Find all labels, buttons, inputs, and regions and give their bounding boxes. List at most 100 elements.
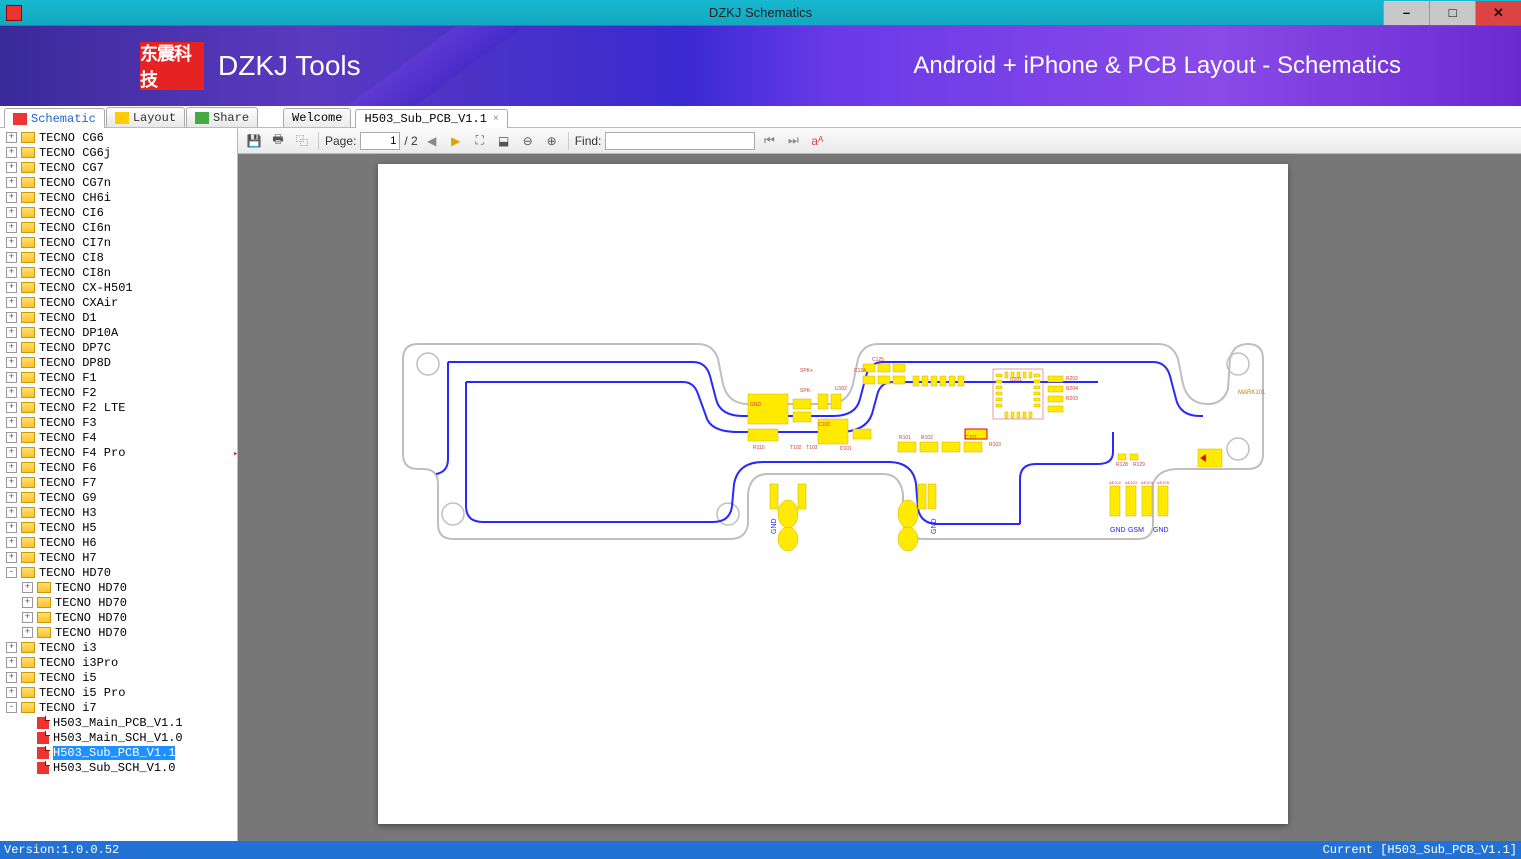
tree-folder[interactable]: +TECNO HD70 bbox=[0, 610, 237, 625]
tree-folder[interactable]: +TECNO F7 bbox=[0, 475, 237, 490]
tree-folder[interactable]: +TECNO F4 Pro bbox=[0, 445, 237, 460]
expander-icon[interactable]: + bbox=[6, 267, 17, 278]
expander-icon[interactable]: + bbox=[6, 372, 17, 383]
tree-folder[interactable]: +TECNO DP10A bbox=[0, 325, 237, 340]
expander-icon[interactable]: + bbox=[6, 432, 17, 443]
tree-file[interactable]: H503_Main_PCB_V1.1 bbox=[0, 715, 237, 730]
mode-tab-share[interactable]: Share bbox=[186, 107, 258, 127]
close-tab-icon[interactable]: × bbox=[493, 114, 499, 125]
expander-icon[interactable]: - bbox=[6, 567, 17, 578]
tree-folder[interactable]: +TECNO CH6i bbox=[0, 190, 237, 205]
page-prev-icon[interactable]: ◀ bbox=[422, 131, 442, 151]
find-prev-icon[interactable]: ⏮ bbox=[759, 131, 779, 151]
tree-folder[interactable]: +TECNO F2 LTE bbox=[0, 400, 237, 415]
expander-icon[interactable]: + bbox=[6, 237, 17, 248]
find-input[interactable] bbox=[605, 132, 755, 150]
expander-icon[interactable]: + bbox=[6, 537, 17, 548]
minimize-button[interactable]: – bbox=[1383, 1, 1429, 25]
close-button[interactable]: ✕ bbox=[1475, 1, 1521, 25]
expander-icon[interactable]: + bbox=[22, 627, 33, 638]
tree-folder[interactable]: +TECNO H3 bbox=[0, 505, 237, 520]
maximize-button[interactable]: □ bbox=[1429, 1, 1475, 25]
tree-folder[interactable]: +TECNO i3Pro bbox=[0, 655, 237, 670]
tree-folder[interactable]: +TECNO H5 bbox=[0, 520, 237, 535]
text-style-icon[interactable]: aᴬ bbox=[807, 131, 827, 151]
page-next-icon[interactable]: ▶ bbox=[446, 131, 466, 151]
expander-icon[interactable]: + bbox=[6, 312, 17, 323]
expander-icon[interactable]: + bbox=[6, 687, 17, 698]
copy-icon[interactable]: ⿻ bbox=[292, 131, 312, 151]
sidebar[interactable]: +TECNO CG6+TECNO CG6j+TECNO CG7+TECNO CG… bbox=[0, 128, 238, 841]
tree-folder[interactable]: +TECNO CXAir bbox=[0, 295, 237, 310]
doc-tab[interactable]: Welcome bbox=[283, 108, 351, 127]
expander-icon[interactable]: + bbox=[6, 357, 17, 368]
expander-icon[interactable]: + bbox=[6, 252, 17, 263]
tree-folder[interactable]: +TECNO DP7C bbox=[0, 340, 237, 355]
tree-folder[interactable]: +TECNO i3 bbox=[0, 640, 237, 655]
expander-icon[interactable]: + bbox=[6, 672, 17, 683]
mode-tab-schematic[interactable]: Schematic bbox=[4, 108, 105, 128]
page-input[interactable] bbox=[360, 132, 400, 150]
tree-folder[interactable]: +TECNO H6 bbox=[0, 535, 237, 550]
tree-folder[interactable]: +TECNO DP8D bbox=[0, 355, 237, 370]
splitter-handle[interactable] bbox=[234, 449, 238, 457]
expander-icon[interactable]: + bbox=[6, 297, 17, 308]
expander-icon[interactable]: + bbox=[6, 177, 17, 188]
expander-icon[interactable]: + bbox=[6, 147, 17, 158]
expander-icon[interactable]: - bbox=[6, 702, 17, 713]
tree-folder[interactable]: +TECNO CG6j bbox=[0, 145, 237, 160]
tree-folder[interactable]: +TECNO F4 bbox=[0, 430, 237, 445]
expander-icon[interactable]: + bbox=[6, 282, 17, 293]
tree-folder[interactable]: +TECNO F3 bbox=[0, 415, 237, 430]
pdf-canvas[interactable]: GND GND GND GSM GND MARK101 SPK+SPK- GND… bbox=[238, 154, 1521, 841]
expander-icon[interactable]: + bbox=[6, 222, 17, 233]
expander-icon[interactable]: + bbox=[6, 552, 17, 563]
tree-folder[interactable]: +TECNO i5 bbox=[0, 670, 237, 685]
expander-icon[interactable]: + bbox=[6, 342, 17, 353]
tree-folder[interactable]: +TECNO HD70 bbox=[0, 580, 237, 595]
find-next-icon[interactable]: ⏭ bbox=[783, 131, 803, 151]
doc-tab[interactable]: H503_Sub_PCB_V1.1× bbox=[355, 109, 507, 128]
tree-folder[interactable]: +TECNO i5 Pro bbox=[0, 685, 237, 700]
tree-folder[interactable]: +TECNO CX-H501 bbox=[0, 280, 237, 295]
expander-icon[interactable]: + bbox=[6, 477, 17, 488]
expander-icon[interactable]: + bbox=[22, 582, 33, 593]
expander-icon[interactable]: + bbox=[6, 507, 17, 518]
expander-icon[interactable]: + bbox=[6, 402, 17, 413]
tree-folder[interactable]: +TECNO F2 bbox=[0, 385, 237, 400]
tree-folder[interactable]: +TECNO CG7 bbox=[0, 160, 237, 175]
expander-icon[interactable]: + bbox=[6, 642, 17, 653]
expander-icon[interactable]: + bbox=[6, 492, 17, 503]
zoom-in-icon[interactable]: ⊕ bbox=[542, 131, 562, 151]
expander-icon[interactable]: + bbox=[6, 132, 17, 143]
tree-folder[interactable]: +TECNO CG7n bbox=[0, 175, 237, 190]
tree-folder[interactable]: +TECNO F6 bbox=[0, 460, 237, 475]
tree-folder[interactable]: +TECNO HD70 bbox=[0, 625, 237, 640]
tree-folder[interactable]: +TECNO CG6 bbox=[0, 130, 237, 145]
tree-file[interactable]: H503_Main_SCH_V1.0 bbox=[0, 730, 237, 745]
expander-icon[interactable]: + bbox=[6, 327, 17, 338]
expander-icon[interactable]: + bbox=[22, 597, 33, 608]
zoom-out-icon[interactable]: ⊖ bbox=[518, 131, 538, 151]
tree-file[interactable]: H503_Sub_SCH_V1.0 bbox=[0, 760, 237, 775]
tree-folder[interactable]: +TECNO CI7n bbox=[0, 235, 237, 250]
print-icon[interactable]: 🖶 bbox=[268, 131, 288, 151]
tree-folder[interactable]: +TECNO CI8 bbox=[0, 250, 237, 265]
tree-folder[interactable]: -TECNO HD70 bbox=[0, 565, 237, 580]
expander-icon[interactable]: + bbox=[6, 207, 17, 218]
expander-icon[interactable]: + bbox=[6, 387, 17, 398]
expander-icon[interactable]: + bbox=[6, 417, 17, 428]
tree-folder[interactable]: +TECNO H7 bbox=[0, 550, 237, 565]
save-icon[interactable]: 💾 bbox=[244, 131, 264, 151]
tree-folder[interactable]: +TECNO HD70 bbox=[0, 595, 237, 610]
expander-icon[interactable]: + bbox=[6, 657, 17, 668]
expander-icon[interactable]: + bbox=[6, 462, 17, 473]
expander-icon[interactable]: + bbox=[6, 162, 17, 173]
mode-tab-layout[interactable]: Layout bbox=[106, 107, 185, 127]
fit-page-icon[interactable]: ⛶ bbox=[470, 131, 490, 151]
tree-folder[interactable]: -TECNO i7 bbox=[0, 700, 237, 715]
tree-file[interactable]: H503_Sub_PCB_V1.1 bbox=[0, 745, 237, 760]
tree-folder[interactable]: +TECNO CI8n bbox=[0, 265, 237, 280]
tree-folder[interactable]: +TECNO D1 bbox=[0, 310, 237, 325]
expander-icon[interactable]: + bbox=[6, 447, 17, 458]
